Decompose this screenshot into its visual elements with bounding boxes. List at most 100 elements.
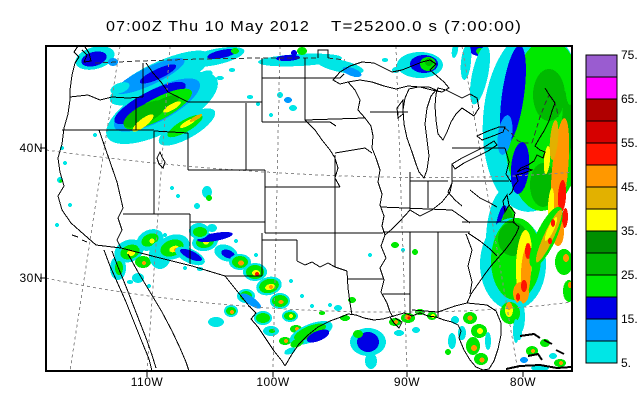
precip-blob [294,323,326,341]
precip-blob [55,223,59,227]
precip-blob [197,70,213,80]
precip-blob [357,332,379,352]
colorbar-swatch [585,142,618,166]
lat-tick-label: 40N [19,141,43,155]
precip-blob [382,58,388,62]
precip-blob [207,48,237,60]
precip-blob [229,68,235,72]
precip-blob [221,249,235,259]
precip-blob [63,161,67,165]
precip-blob [471,345,477,351]
precip-blob [93,133,97,137]
precip-blob [520,357,528,363]
colorbar-tick-label: 55. [621,136,638,150]
basemap-layer [46,46,572,371]
precip-blob [563,254,569,262]
precip-blob [81,51,107,67]
precip-blob [59,179,63,183]
lon-tick-label: 80W [510,375,536,389]
colorbar-swatch [585,340,618,364]
precip-blob [163,233,167,237]
precip-blob [479,357,485,363]
plot-title: 07:00Z Thu 10 May 2012 T=25200.0 s (7:00… [106,19,521,35]
precip-blob [310,304,314,308]
colorbar-swatch [585,76,618,100]
colorbar-legend: 75. 65. 55. 45. 35. 25. 15. 5. [585,48,638,370]
precip-blob [448,333,456,349]
colorbar-tick-label: 45. [621,180,638,194]
precip-blob [256,102,260,106]
precip-blob [207,224,217,232]
coastlines [57,46,572,371]
precip-blob [146,95,180,115]
precip-blob [163,101,181,113]
precip-blob [334,305,342,311]
precip-blob [206,195,212,201]
precip-blob [521,280,527,292]
precip-blob [255,272,259,276]
precip-blob [551,219,555,227]
precip-blob [549,120,559,160]
precip-blob [319,311,325,315]
precip-blob [284,97,292,103]
precip-blob [230,310,234,314]
precip-blob [149,238,155,244]
precip-blob [451,316,459,324]
precip-blob [68,203,72,207]
colorbar-swatch [585,252,618,276]
precip-blob [513,319,519,343]
precip-blob [531,349,535,353]
precip-blob [368,253,372,257]
precip-blob [289,105,297,111]
precip-blob [208,317,224,327]
precip-blob [407,316,411,320]
colorbar-swatch [585,54,618,78]
precip-blob [127,280,133,284]
colorbar-tick-label: 65. [621,92,638,106]
precip-blob [110,82,130,94]
lon-tick-label: 90W [394,375,420,389]
precip-blob [477,328,483,334]
precip-blob [516,293,520,301]
precip-blob [189,114,203,122]
colorbar-swatch [585,186,618,210]
precip-blob [561,208,569,228]
precip-blob [306,329,330,343]
lon-tick-label: 110W [131,375,164,389]
colorbar-swatch [585,164,618,188]
precip-blob [342,66,362,78]
precip-blob [194,203,200,209]
colorbar-swatch [585,296,618,320]
precip-blob [425,58,433,66]
precip-blob [391,242,399,248]
map-frame [45,45,573,372]
precip-blob [247,95,253,99]
precip-blob [548,238,552,244]
precip-blob [277,92,283,98]
colorbar-tick-label: 25. [621,268,638,282]
precip-blob [240,293,262,309]
precip-blob [291,50,297,56]
precip-blob [549,353,557,359]
title-timestamp: 07:00Z Thu 10 May 2012 [106,19,310,35]
precip-blob [256,313,270,323]
colorbar-swatch [585,318,618,342]
precip-blob [269,285,273,289]
precip-blob [467,315,473,321]
great-lakes [332,59,506,179]
precip-blob [353,330,363,338]
colorbar-tick-label: 5. [621,356,631,370]
colorbar-swatch [585,120,618,144]
precip-blob [559,361,563,365]
lat-tick-label: 30N [19,271,43,285]
precip-blob [510,142,530,194]
precip-blob [193,227,207,237]
precip-blob [412,249,418,255]
precip-blob [269,113,273,117]
precip-blob [202,186,212,198]
precip-blob [557,180,567,212]
precip-blob [176,194,180,198]
precip-blob [497,115,513,155]
precip-blob [284,339,288,343]
precip-blob [525,243,531,259]
